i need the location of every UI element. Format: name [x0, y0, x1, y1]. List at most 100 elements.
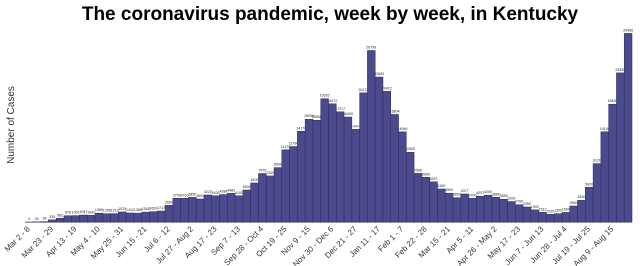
bar: [437, 188, 446, 223]
bar: [71, 215, 80, 223]
bar: [546, 214, 555, 223]
data-label: 3850: [188, 192, 196, 196]
data-label: 1900: [531, 205, 539, 209]
bar: [561, 212, 570, 223]
data-label: 4100: [212, 191, 220, 195]
data-label: 20178: [359, 88, 369, 92]
bar: [351, 129, 360, 223]
bar: [188, 197, 197, 223]
data-label: 14474: [351, 124, 361, 128]
bar: [141, 211, 150, 223]
bar: [297, 131, 306, 223]
bar: [491, 197, 500, 223]
bar: [55, 218, 65, 223]
bar: [63, 215, 72, 223]
data-label: 1200: [546, 209, 554, 213]
x-tick-label: Aug 9 - Aug 15: [572, 224, 616, 266]
bar: [343, 116, 353, 223]
data-label: 16058: [304, 114, 314, 118]
data-label: 11790: [289, 142, 299, 146]
bar: [157, 210, 166, 223]
data-label: 9120: [593, 159, 601, 163]
bar: [367, 50, 376, 223]
bar: [328, 103, 337, 223]
data-label: 1300: [554, 209, 562, 213]
data-label: 5000: [243, 185, 251, 189]
data-label: 978: [65, 211, 71, 215]
bar: [452, 197, 462, 223]
bar: [87, 215, 96, 223]
data-label: 1500: [562, 207, 570, 211]
bar: [421, 177, 430, 223]
bar: [538, 212, 547, 223]
data-label: 16400: [343, 112, 353, 116]
bar: [172, 198, 181, 223]
bar: [468, 198, 477, 223]
bar: [460, 193, 469, 223]
bar: [483, 194, 493, 223]
bar: [195, 198, 205, 223]
data-label: 3866: [492, 192, 500, 196]
data-label: 18400: [608, 99, 618, 103]
bar: [227, 193, 236, 223]
bar: [164, 205, 174, 223]
bar: [398, 131, 407, 223]
data-label: 582: [57, 213, 63, 217]
data-label: 1548: [142, 207, 150, 211]
data-label: 1001: [72, 211, 80, 215]
data-label: 30: [35, 217, 39, 221]
data-label: 4500: [445, 188, 453, 192]
bar: [304, 118, 314, 223]
data-label: 19262: [320, 94, 330, 98]
bar: [250, 182, 259, 223]
bar: [289, 146, 298, 223]
data-label: 4482: [227, 188, 235, 192]
bar: [79, 214, 88, 223]
data-label: 3555: [500, 194, 508, 198]
data-label: 6990: [422, 172, 430, 176]
bar: [258, 173, 267, 223]
bar: [180, 198, 189, 223]
bar: [608, 103, 617, 223]
data-label: 16804: [390, 109, 400, 113]
data-label: 3200: [507, 197, 515, 201]
data-label: 5420: [585, 182, 593, 186]
bar: [242, 189, 251, 223]
data-label: 1385: [134, 208, 142, 212]
data-label: 335: [49, 215, 55, 219]
data-label: 1575: [118, 207, 126, 211]
bar: [592, 163, 602, 223]
data-label: 11278: [281, 145, 291, 149]
data-label: 10900: [405, 147, 415, 151]
data-label: 1385: [95, 208, 103, 212]
data-label: 1717: [157, 206, 165, 210]
data-label: 4377: [461, 189, 469, 193]
data-label: 5160: [437, 184, 445, 188]
data-label: 14089: [397, 127, 407, 131]
bar: [219, 194, 228, 223]
bar: [569, 205, 578, 223]
data-label: 7596: [414, 168, 422, 172]
data-label: 6100: [251, 178, 259, 182]
bar: [110, 213, 119, 223]
data-label: 29466: [623, 28, 633, 32]
data-label: 4027: [476, 191, 484, 195]
bar: [530, 209, 539, 223]
data-label: 22650: [374, 72, 384, 76]
data-label: 1042: [87, 210, 95, 214]
bar: [149, 211, 158, 223]
data-label: 15900: [312, 115, 322, 119]
data-label: 1412: [126, 208, 134, 212]
data-label: 17217: [335, 107, 345, 111]
bar: [444, 192, 454, 223]
bar: [273, 167, 283, 223]
bar: [623, 33, 633, 223]
bar: [429, 181, 438, 223]
data-label: 7200: [266, 171, 274, 175]
data-label: 3800: [453, 193, 461, 197]
data-label: 2500: [570, 201, 578, 205]
bar: [476, 195, 485, 223]
data-label: 2700: [515, 200, 523, 204]
y-axis-label: Number of Cases: [6, 86, 17, 164]
